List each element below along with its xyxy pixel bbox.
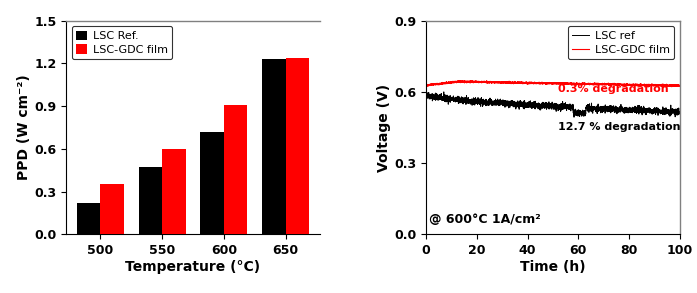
- LSC ref: [519, 107, 528, 110]
- Y-axis label: PPD (W cm⁻²): PPD (W cm⁻²): [17, 75, 31, 180]
- LSC ref: [643, 107, 652, 110]
- LSC-GDC film: [519, 81, 528, 84]
- LSC ref: [570, 115, 579, 119]
- Line: LSC-GDC film: LSC-GDC film: [426, 81, 680, 87]
- LSC ref: [440, 90, 448, 94]
- Text: @ 600°C 1A/cm²: @ 600°C 1A/cm²: [429, 212, 540, 226]
- LSC ref: [451, 99, 459, 102]
- LSC-GDC film: [668, 85, 676, 88]
- Bar: [139, 167, 162, 234]
- LSC-GDC film: [643, 83, 652, 87]
- LSC-GDC film: [675, 84, 684, 88]
- LSC-GDC film: [530, 82, 539, 85]
- Text: 0.3% degradation: 0.3% degradation: [558, 84, 668, 94]
- X-axis label: Time (h): Time (h): [520, 260, 585, 274]
- Bar: [77, 203, 100, 234]
- LSC-GDC film: [466, 81, 475, 85]
- Y-axis label: Voltage (V): Voltage (V): [377, 84, 392, 171]
- Bar: [224, 105, 247, 234]
- Bar: [286, 58, 309, 234]
- Legend: LSC ref, LSC-GDC film: LSC ref, LSC-GDC film: [568, 26, 674, 59]
- Line: LSC ref: LSC ref: [426, 92, 680, 117]
- LSC ref: [422, 92, 430, 95]
- Bar: [100, 185, 123, 234]
- Legend: LSC Ref., LSC-GDC film: LSC Ref., LSC-GDC film: [72, 26, 172, 59]
- Bar: [162, 149, 185, 234]
- LSC ref: [675, 110, 684, 114]
- LSC ref: [671, 109, 679, 113]
- Bar: [200, 132, 224, 234]
- X-axis label: Temperature (°C): Temperature (°C): [125, 260, 261, 274]
- LSC-GDC film: [422, 84, 430, 88]
- LSC ref: [530, 104, 539, 107]
- LSC-GDC film: [671, 84, 679, 87]
- Text: 12.7 % degradation: 12.7 % degradation: [558, 122, 680, 132]
- LSC-GDC film: [451, 81, 459, 84]
- LSC-GDC film: [456, 79, 464, 82]
- LSC ref: [466, 98, 475, 102]
- Bar: [262, 59, 286, 234]
